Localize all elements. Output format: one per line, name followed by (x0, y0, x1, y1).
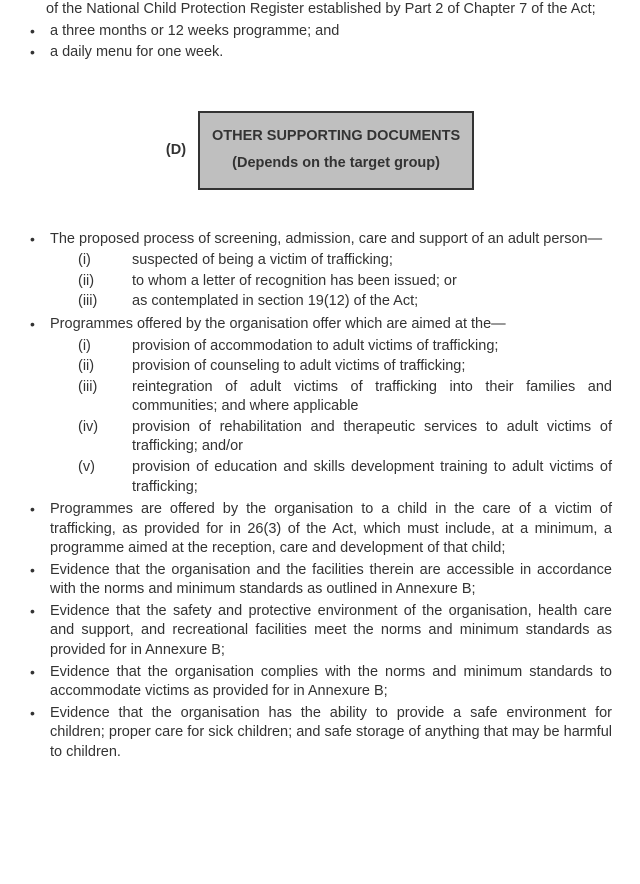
sub-marker: (ii) (78, 272, 132, 292)
sub-text: provision of rehabilitation and therapeu… (132, 418, 612, 457)
sub-list-item: (iv)provision of rehabilitation and ther… (78, 418, 612, 458)
sub-list-item: (i)suspected of being a victim of traffi… (78, 251, 612, 272)
list-item-text: Evidence that the organisation has the a… (50, 704, 612, 763)
list-item: Evidence that the organisation complies … (28, 663, 612, 702)
list-item: Programmes are offered by the organisati… (28, 500, 612, 559)
sub-marker: (iii) (78, 292, 132, 312)
sub-text: suspected of being a victim of trafficki… (132, 251, 612, 271)
top-bullet-list: a three months or 12 weeks programme; an… (28, 22, 612, 63)
list-item: a daily menu for one week. (28, 43, 612, 63)
sub-text: reintegration of adult victims of traffi… (132, 378, 612, 417)
list-item: Evidence that the safety and protective … (28, 602, 612, 661)
list-item: Programmes offered by the organisation o… (28, 315, 612, 498)
sub-marker: (v) (78, 458, 132, 497)
sub-marker: (ii) (78, 357, 132, 377)
list-item: a three months or 12 weeks programme; an… (28, 22, 612, 42)
section-header: (D) OTHER SUPPORTING DOCUMENTS (Depends … (28, 111, 612, 190)
sub-list: (i)provision of accommodation to adult v… (78, 337, 612, 499)
sub-list: (i)suspected of being a victim of traffi… (78, 251, 612, 313)
sub-text: to whom a letter of recognition has been… (132, 272, 612, 292)
section-title-box: OTHER SUPPORTING DOCUMENTS (Depends on t… (198, 111, 474, 190)
sub-list-item: (i)provision of accommodation to adult v… (78, 337, 612, 358)
sub-list-item: (iii)as contemplated in section 19(12) o… (78, 292, 612, 313)
list-item: Evidence that the organisation has the a… (28, 704, 612, 763)
sub-marker: (i) (78, 337, 132, 357)
section-letter: (D) (166, 111, 186, 161)
sub-marker: (iv) (78, 418, 132, 457)
sub-list-item: (v)provision of education and skills dev… (78, 458, 612, 498)
list-item-text: Programmes offered by the organisation o… (50, 315, 612, 335)
sub-text: provision of education and skills develo… (132, 458, 612, 497)
list-item: The proposed process of screening, admis… (28, 230, 612, 313)
sub-marker: (i) (78, 251, 132, 271)
list-item-text: Evidence that the organisation and the f… (50, 561, 612, 600)
sub-text: provision of counseling to adult victims… (132, 357, 612, 377)
sub-text: provision of accommodation to adult vict… (132, 337, 612, 357)
continuation-text: of the National Child Protection Registe… (46, 0, 612, 20)
list-item-text: The proposed process of screening, admis… (50, 230, 612, 250)
list-item: Evidence that the organisation and the f… (28, 561, 612, 600)
sub-list-item: (iii)reintegration of adult victims of t… (78, 378, 612, 418)
list-item-text: Evidence that the organisation complies … (50, 663, 612, 702)
sub-text: as contemplated in section 19(12) of the… (132, 292, 612, 312)
list-item-text: Programmes are offered by the organisati… (50, 500, 612, 559)
sub-list-item: (ii)to whom a letter of recognition has … (78, 272, 612, 293)
list-item-text: Evidence that the safety and protective … (50, 602, 612, 661)
sub-list-item: (ii)provision of counseling to adult vic… (78, 357, 612, 378)
main-bullet-list: The proposed process of screening, admis… (28, 230, 612, 763)
sub-marker: (iii) (78, 378, 132, 417)
